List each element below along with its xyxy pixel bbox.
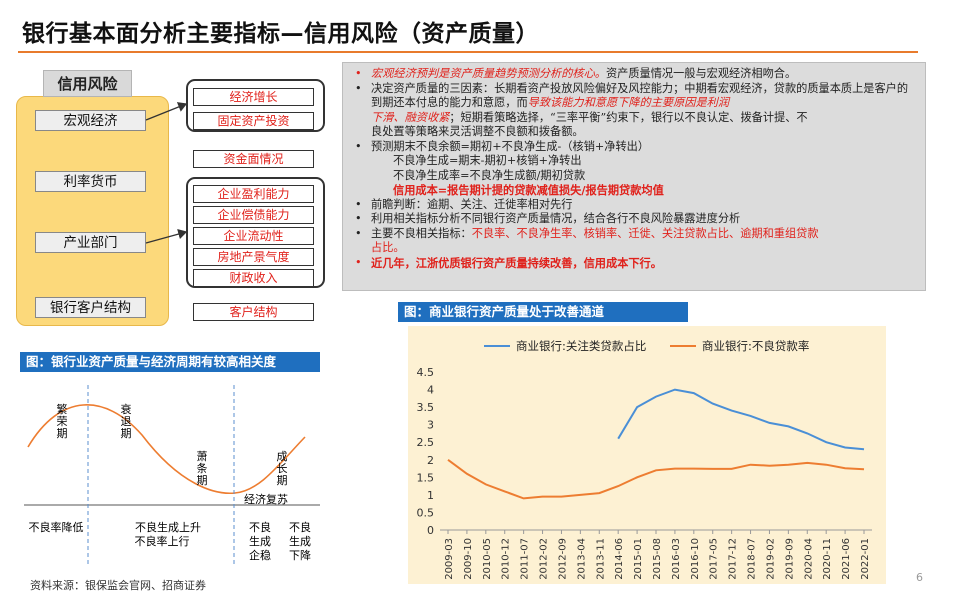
arrow-macro bbox=[145, 102, 188, 121]
y-tick-label: 2.5 bbox=[417, 436, 435, 449]
source-note: 资料来源：银保监会官网、招商证券 bbox=[30, 579, 206, 592]
phase-depression: 萧条期 bbox=[197, 450, 208, 487]
chart-background bbox=[408, 326, 886, 584]
series-line-0 bbox=[617, 388, 865, 451]
x-tick-label: 2012-09 bbox=[557, 538, 568, 580]
x-tick-label: 2020-11 bbox=[822, 538, 833, 580]
x-tick-label: 2020-04 bbox=[803, 538, 814, 580]
cycle-curve bbox=[27, 404, 306, 495]
page-number: 6 bbox=[916, 571, 923, 584]
x-tick-label: 2013-11 bbox=[595, 538, 606, 580]
x-tick-label: 2009-10 bbox=[463, 538, 474, 580]
legend-label-1: 商业银行:不良贷款率 bbox=[702, 339, 809, 353]
x-tick-label: 2017-05 bbox=[709, 538, 720, 580]
x-tick-label: 2014-06 bbox=[614, 538, 625, 580]
formula-credit-cost: 信用成本=报告期计提的贷款减值损失/报告期贷款均值 bbox=[393, 183, 664, 197]
y-tick-label: 4.5 bbox=[417, 366, 435, 379]
x-tick-label: 2010-12 bbox=[501, 538, 512, 580]
formula-npl-generation: 不良净生成=期末-期初+核销+净转出 bbox=[393, 154, 582, 167]
x-tick-label: 2017-12 bbox=[728, 538, 739, 580]
x-tick-label: 2016-03 bbox=[671, 538, 682, 580]
item-corporate-solvency: 企业偿债能力 bbox=[193, 206, 314, 224]
bullet-npl-forecast: 预测期末不良余额=期初+不良净生成-（核销+净转出） bbox=[349, 140, 919, 155]
credit-risk-header: 信用风险 bbox=[43, 70, 132, 97]
chart-series bbox=[447, 388, 865, 500]
category-client-structure: 银行客户结构 bbox=[35, 297, 146, 318]
item-economic-growth: 经济增长 bbox=[193, 88, 314, 106]
bullet-macro-core: 宏观经济预判是资产质量趋势预测分析的核心。资产质量情况一般与宏观经济相吻合。 bbox=[349, 67, 919, 82]
macro-group-box bbox=[186, 79, 325, 132]
economic-cycle-diagram: 繁荣期 衰退期 萧条期 成长期 经济复苏 不良率降低 不良生成上升 不良率上行 … bbox=[24, 385, 320, 565]
x-tick-label: 2019-09 bbox=[784, 538, 795, 580]
y-tick-label: 0.5 bbox=[417, 506, 435, 519]
bottom-npl-stabilizing: 不良生成企稳 bbox=[249, 520, 271, 562]
phase-recession: 衰退期 bbox=[121, 402, 132, 440]
y-tick-label: 1 bbox=[427, 489, 434, 502]
bullet-recent-trend: 近几年，江浙优质银行资产质量持续改善，信用成本下行。 bbox=[349, 256, 919, 272]
formula-npl-generation-rate: 不良净生成率=不良净生成额/期初贷款 bbox=[393, 168, 586, 182]
x-tick-label: 2022-01 bbox=[860, 538, 871, 580]
risk-factor-panel bbox=[16, 96, 169, 326]
arrow-industry bbox=[145, 229, 188, 244]
item-corporate-profitability: 企业盈利能力 bbox=[193, 185, 314, 203]
recovery-label: 经济复苏 bbox=[244, 492, 288, 506]
bottom-npl-falling: 不良率降低 bbox=[29, 520, 84, 534]
x-tick-label: 2012-02 bbox=[539, 538, 550, 580]
bullet-leading-indicators: 前瞻判断：逾期、关注、迁徙率相对先行 bbox=[349, 198, 919, 213]
y-tick-label: 0 bbox=[427, 524, 434, 537]
phase-prosperity: 繁荣期 bbox=[57, 402, 68, 440]
x-tick-label: 2019-02 bbox=[765, 538, 776, 580]
bottom-npl-generation-rising: 不良生成上升 bbox=[135, 520, 201, 534]
item-fixed-asset-investment: 固定资产投资 bbox=[193, 112, 314, 130]
category-macro: 宏观经济 bbox=[35, 110, 146, 131]
x-tick-label: 2018-07 bbox=[747, 538, 758, 580]
asset-quality-line-chart: 商业银行:关注类贷款占比 商业银行:不良贷款率 0 0.5 1 1.5 2 2.5 3 3.5 4… bbox=[408, 326, 886, 584]
y-tick-label: 2 bbox=[427, 454, 434, 467]
item-real-estate-sentiment: 房地产景气度 bbox=[193, 248, 314, 266]
x-tick-label: 2013-04 bbox=[576, 538, 587, 580]
y-tick-label: 3.5 bbox=[417, 401, 435, 414]
legend-label-0: 商业银行:关注类贷款占比 bbox=[516, 339, 646, 353]
line-chart-header: 图：商业银行资产质量处于改善通道 bbox=[398, 302, 688, 322]
item-fiscal-revenue: 财政收入 bbox=[193, 269, 314, 287]
x-tick-label: 2016-10 bbox=[690, 538, 701, 580]
x-tick-label: 2009-03 bbox=[444, 538, 455, 580]
category-industry: 产业部门 bbox=[35, 232, 146, 253]
title-divider bbox=[18, 51, 918, 53]
bullet-npl-indicators: 主要不良相关指标：不良率、不良净生率、核销率、迁徙、关注贷款占比、逾期和重组贷款… bbox=[349, 227, 919, 256]
bottom-npl-declining: 不良生成下降 bbox=[289, 520, 311, 562]
y-tick-label: 1.5 bbox=[417, 471, 435, 484]
item-client-structure: 客户结构 bbox=[193, 303, 314, 321]
series-line-1 bbox=[447, 458, 865, 500]
cycle-chart-header: 图：银行业资产质量与经济周期有较高相关度 bbox=[20, 352, 320, 372]
analysis-text-panel: 宏观经济预判是资产质量趋势预测分析的核心。资产质量情况一般与宏观经济相吻合。 决… bbox=[342, 62, 926, 291]
phase-growth: 成长期 bbox=[277, 450, 288, 487]
y-tick-label: 4 bbox=[427, 384, 434, 397]
chart-axes: 0 0.5 1 1.5 2 2.5 3 3.5 4 4.5 2009-03 2009-10 2010-0… bbox=[417, 366, 872, 580]
page-title: 银行基本面分析主要指标—信用风险（资产质量） bbox=[22, 21, 539, 47]
x-tick-label: 2011-07 bbox=[520, 538, 531, 580]
chart-legend: 商业银行:关注类贷款占比 商业银行:不良贷款率 bbox=[484, 339, 809, 353]
bullet-bank-comparison: 利用相关指标分析不同银行资产质量情况，结合各行不良风险暴露进度分析 bbox=[349, 212, 919, 227]
x-tick-label: 2010-05 bbox=[482, 538, 493, 580]
industry-group-box bbox=[186, 177, 325, 288]
bullet-three-factors: 决定资产质量的三因素：长期看资产投放风险偏好及风控能力；中期看宏观经济，贷款的质… bbox=[349, 82, 919, 140]
item-corporate-liquidity: 企业流动性 bbox=[193, 227, 314, 245]
item-funding-conditions: 资金面情况 bbox=[193, 150, 314, 168]
y-tick-label: 3 bbox=[427, 419, 434, 432]
x-tick-label: 2015-08 bbox=[652, 538, 663, 580]
bottom-npl-rate-rising: 不良率上行 bbox=[135, 534, 190, 548]
x-tick-label: 2021-06 bbox=[841, 538, 852, 580]
category-monetary: 利率货币 bbox=[35, 171, 146, 192]
x-tick-label: 2015-01 bbox=[633, 538, 644, 580]
